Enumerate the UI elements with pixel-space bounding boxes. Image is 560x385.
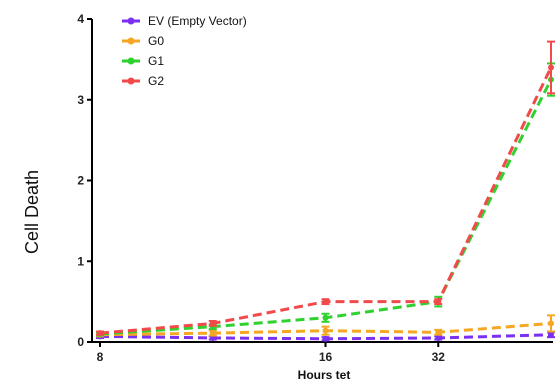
- data-point: [548, 320, 554, 327]
- legend: EV (Empty Vector) G0 G1 G2: [122, 14, 247, 88]
- legend-label: G2: [148, 74, 164, 88]
- data-point: [548, 64, 554, 71]
- data-point: [435, 334, 442, 341]
- legend-item: G1: [122, 54, 164, 68]
- data-point: [209, 330, 216, 337]
- data-point: [435, 298, 442, 305]
- legend-marker: [127, 37, 135, 45]
- series-layer: [96, 40, 555, 342]
- data-point: [322, 298, 329, 305]
- x-tick-label: 32: [432, 350, 446, 364]
- chart-axes: 0 1 2 3 4 8 16 32: [77, 12, 553, 364]
- legend-label: EV (Empty Vector): [148, 14, 247, 28]
- legend-marker: [127, 77, 135, 85]
- data-point: [322, 327, 329, 334]
- data-point: [97, 330, 103, 337]
- legend-item: G2: [122, 74, 164, 88]
- series-line: [99, 78, 553, 336]
- y-tick-label: 2: [77, 174, 84, 188]
- legend-marker: [127, 57, 135, 65]
- data-point: [209, 320, 216, 327]
- x-tick-label: 8: [97, 350, 104, 364]
- y-axis-title: Cell Death: [22, 170, 42, 254]
- y-tick-label: 1: [77, 254, 84, 268]
- series-g2: [96, 40, 555, 337]
- legend-item: EV (Empty Vector): [122, 14, 247, 28]
- data-point: [548, 331, 554, 338]
- y-tick-label: 0: [77, 335, 84, 349]
- legend-label: G1: [148, 54, 164, 68]
- y-tick-label: 3: [77, 93, 84, 107]
- data-point: [322, 314, 329, 321]
- x-tick-label: 16: [319, 350, 333, 364]
- data-point: [435, 329, 442, 336]
- legend-item: G0: [122, 34, 164, 48]
- legend-marker: [127, 17, 135, 25]
- data-point: [322, 335, 329, 342]
- y-tick-label: 4: [77, 12, 84, 26]
- x-axis-title: Hours tet: [298, 368, 351, 382]
- series-line: [99, 66, 553, 335]
- legend-label: G0: [148, 34, 164, 48]
